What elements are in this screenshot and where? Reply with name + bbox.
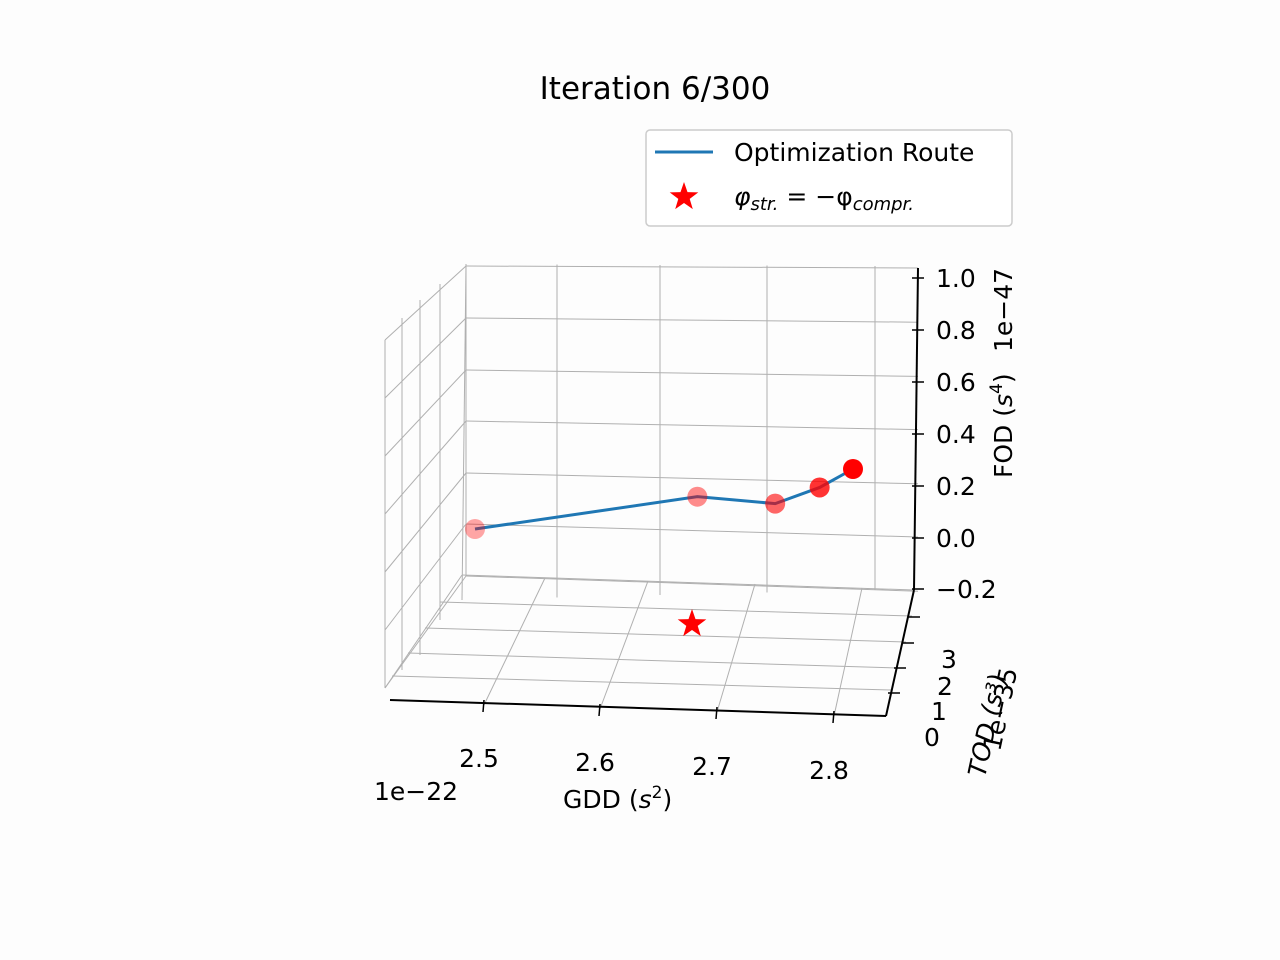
z-axis-label: FOD (s4) — [987, 373, 1018, 478]
route-point — [687, 486, 708, 507]
grid-line — [465, 265, 919, 269]
z-tick-label: 0.2 — [936, 472, 976, 501]
chart-title: Iteration 6/300 — [540, 71, 771, 107]
grid-line — [461, 263, 467, 601]
z-tick-label: 0.0 — [936, 524, 976, 553]
grid-line — [384, 265, 467, 341]
grid-line — [833, 587, 863, 717]
grid-line — [439, 601, 913, 617]
x-tick — [715, 706, 718, 720]
z-axis-offset: 1e−47 — [989, 268, 1018, 352]
z-axis-line — [913, 267, 919, 591]
grid-line — [465, 575, 919, 592]
y-tick-label: 3 — [941, 645, 957, 674]
target-star — [677, 609, 707, 637]
grid-line — [599, 580, 649, 710]
y-axis-line — [885, 589, 915, 717]
grid-lines — [384, 263, 919, 717]
route-point — [765, 493, 786, 514]
x-tick — [832, 710, 835, 724]
route-point — [809, 477, 830, 498]
route-point — [465, 519, 485, 539]
grid-line — [461, 574, 915, 591]
z-tick-label: 1.0 — [936, 264, 976, 293]
grid-line — [384, 574, 463, 689]
grid-line — [465, 420, 919, 431]
grid-line — [465, 369, 919, 377]
grid-line — [424, 627, 907, 643]
y-tick-label: 1 — [931, 697, 947, 726]
route-point — [843, 459, 863, 479]
z-tick-label: −0.2 — [936, 575, 997, 604]
x-tick — [482, 699, 485, 713]
legend-box — [645, 129, 1013, 227]
grid-line — [716, 583, 756, 713]
grid-line — [384, 472, 467, 573]
x-tick-label: 2.6 — [575, 748, 615, 777]
grid-line — [384, 420, 467, 515]
x-axis-line — [389, 699, 887, 717]
grid-line — [384, 523, 467, 631]
grid-line — [465, 317, 919, 323]
legend-star-swatch — [669, 182, 699, 210]
grid-line — [384, 575, 467, 689]
z-tick-label: 0.4 — [936, 420, 976, 449]
grid-line — [384, 317, 467, 399]
legend-label-route: Optimization Route — [734, 138, 974, 167]
grid-line — [407, 652, 899, 669]
z-tick-label: 0.6 — [936, 368, 976, 397]
grid-line — [391, 675, 893, 691]
x-tick — [598, 703, 601, 717]
x-axis-label: GDD (s2) — [563, 783, 672, 814]
grid-line — [384, 369, 467, 457]
y-tick-label: 0 — [924, 723, 940, 752]
y-tick-label: 2 — [937, 672, 953, 701]
grid-line — [465, 523, 919, 538]
grid-line — [465, 472, 919, 485]
x-axis-offset: 1e−22 — [374, 777, 458, 806]
grid-line — [483, 577, 546, 706]
x-tick-label: 2.5 — [459, 744, 499, 773]
data-layer — [465, 459, 863, 637]
legend: Optimization Route φstr. = −φcompr. — [645, 129, 1013, 227]
legend-label-target: φstr. = −φcompr. — [734, 182, 914, 215]
z-tick-label: 0.8 — [936, 316, 976, 345]
x-tick-label: 2.7 — [692, 752, 732, 781]
x-tick-label: 2.8 — [809, 756, 849, 785]
